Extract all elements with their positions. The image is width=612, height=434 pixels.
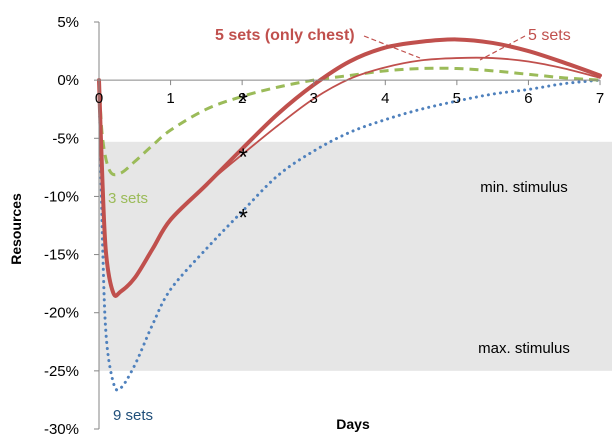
- asterisk-marker: *: [238, 88, 247, 115]
- y-tick-label: -20%: [44, 305, 79, 322]
- x-tick-label: 5: [453, 90, 461, 107]
- label-9-sets: 9 sets: [113, 407, 153, 424]
- x-axis-title: Days: [336, 416, 370, 432]
- label-3-sets: 3 sets: [108, 190, 148, 207]
- label-5-sets: 5 sets: [528, 27, 571, 44]
- y-tick-label: -10%: [44, 188, 79, 205]
- series-line-5-sets-only-chest: [97, 37, 602, 298]
- y-tick-label: 0%: [57, 72, 79, 89]
- x-tick-label: 0: [95, 90, 103, 107]
- y-tick-label: -30%: [44, 421, 79, 434]
- stimulus-band: [99, 141, 612, 371]
- leader-5-sets-only-chest: [363, 35, 421, 59]
- label-5-sets-only-chest: 5 sets (only chest): [215, 27, 355, 44]
- x-tick-label: 3: [310, 90, 318, 107]
- leader-5-sets: [479, 35, 526, 61]
- plot-area: * * *: [97, 37, 602, 392]
- x-tick-label: 4: [381, 90, 389, 107]
- x-tick-label: 7: [596, 90, 604, 107]
- series-line-3-sets: [97, 66, 601, 177]
- x-tick-label: 2: [238, 90, 246, 107]
- asterisk-marker: *: [238, 205, 247, 232]
- band-label-min: min. stimulus: [480, 179, 568, 196]
- y-tick-label: 5%: [57, 14, 79, 31]
- y-axis-title: Resources: [8, 193, 24, 265]
- x-axis: 0 1 2 3 4 5 6 7: [95, 79, 604, 107]
- series-line-9-sets: [97, 78, 602, 392]
- y-tick-label: -15%: [44, 247, 79, 264]
- asterisk-marker: *: [238, 144, 247, 171]
- band-label-max: max. stimulus: [478, 340, 570, 357]
- y-tick-label: -25%: [44, 363, 79, 380]
- y-tick-label: -5%: [52, 130, 79, 147]
- x-tick-label: 1: [166, 90, 174, 107]
- x-tick-label: 6: [524, 90, 532, 107]
- y-axis: 5% 0% -5% -10% -15% -20% -25% -30%: [44, 14, 100, 434]
